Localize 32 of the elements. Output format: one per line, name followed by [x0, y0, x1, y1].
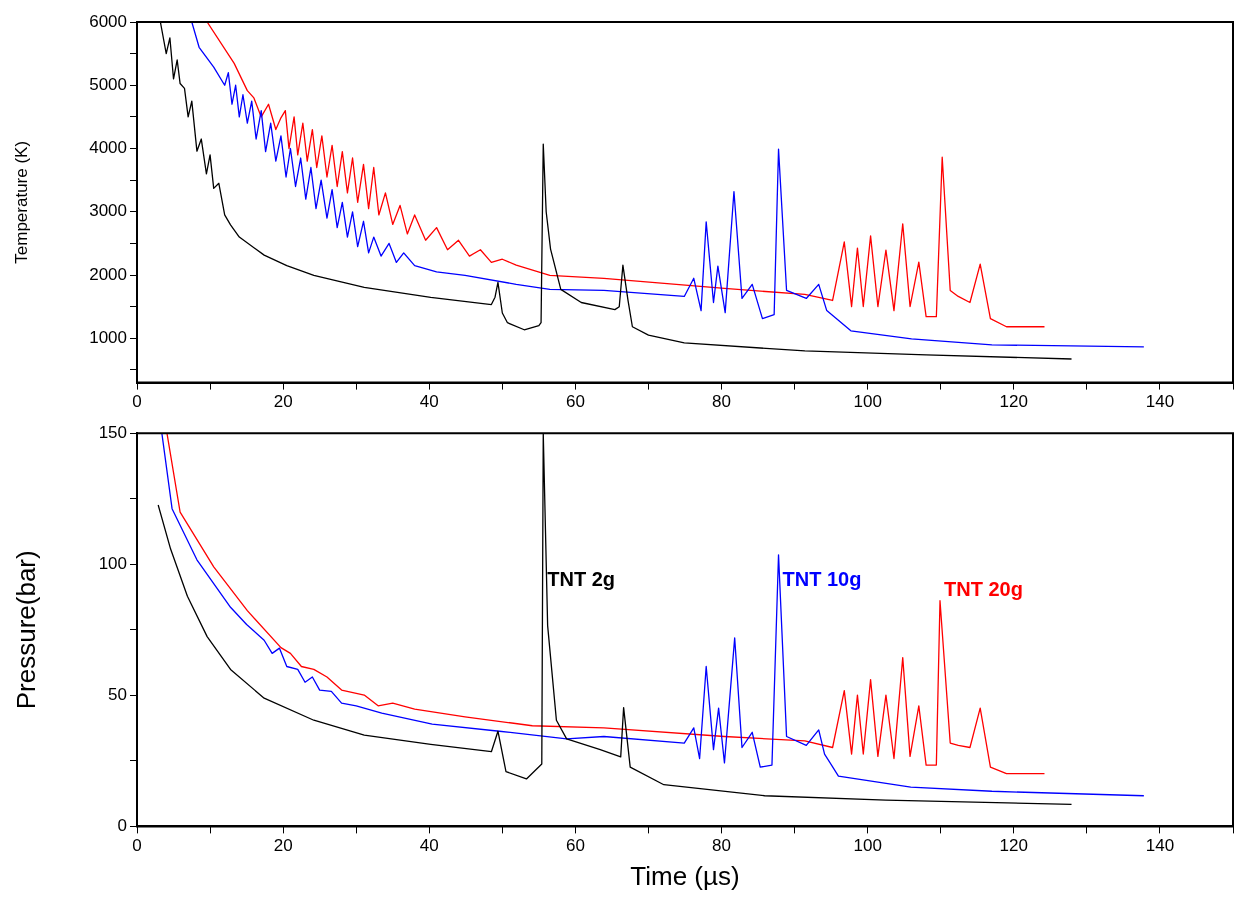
y-tick-label: 2000 — [89, 264, 127, 284]
y-tick-label: 50 — [108, 685, 127, 705]
x-tick-label: 140 — [1145, 836, 1175, 856]
x-tick-label: 120 — [999, 392, 1028, 412]
x-tick-label: 80 — [712, 836, 731, 856]
x-tick-label: 20 — [273, 392, 293, 412]
x-tick-label: 40 — [419, 836, 439, 856]
x-tick-label: 40 — [419, 392, 439, 412]
series-label: TNT 20g — [944, 578, 1023, 601]
y-axis-title: Temperature (K) — [11, 140, 31, 264]
x-tick-label: 80 — [712, 392, 731, 412]
x-tick-label: 120 — [999, 836, 1028, 856]
series-label: TNT 2g — [547, 568, 616, 590]
y-tick-label: 0 — [117, 816, 127, 836]
x-axis-title: Time (µs) — [630, 860, 740, 891]
y-tick-label: 1000 — [89, 328, 127, 347]
x-tick-label: 140 — [1145, 392, 1175, 412]
y-tick-label: 6000 — [89, 11, 127, 31]
x-tick-label: 60 — [565, 392, 585, 412]
y-tick-label: 150 — [98, 422, 127, 442]
y-tick-label: 5000 — [89, 74, 127, 94]
x-tick-label: 100 — [853, 392, 882, 412]
x-tick-label: 0 — [132, 392, 142, 412]
series-label: TNT 10g — [782, 568, 862, 590]
x-tick-label: 0 — [132, 836, 142, 856]
y-axis-title: Pressure(bar) — [10, 550, 41, 710]
x-tick-label: 60 — [565, 836, 585, 856]
y-tick-label: 4000 — [89, 138, 127, 158]
y-tick-label: 100 — [98, 553, 127, 573]
y-tick-label: 3000 — [89, 201, 127, 221]
x-tick-label: 100 — [853, 836, 882, 856]
x-tick-label: 20 — [273, 836, 293, 856]
